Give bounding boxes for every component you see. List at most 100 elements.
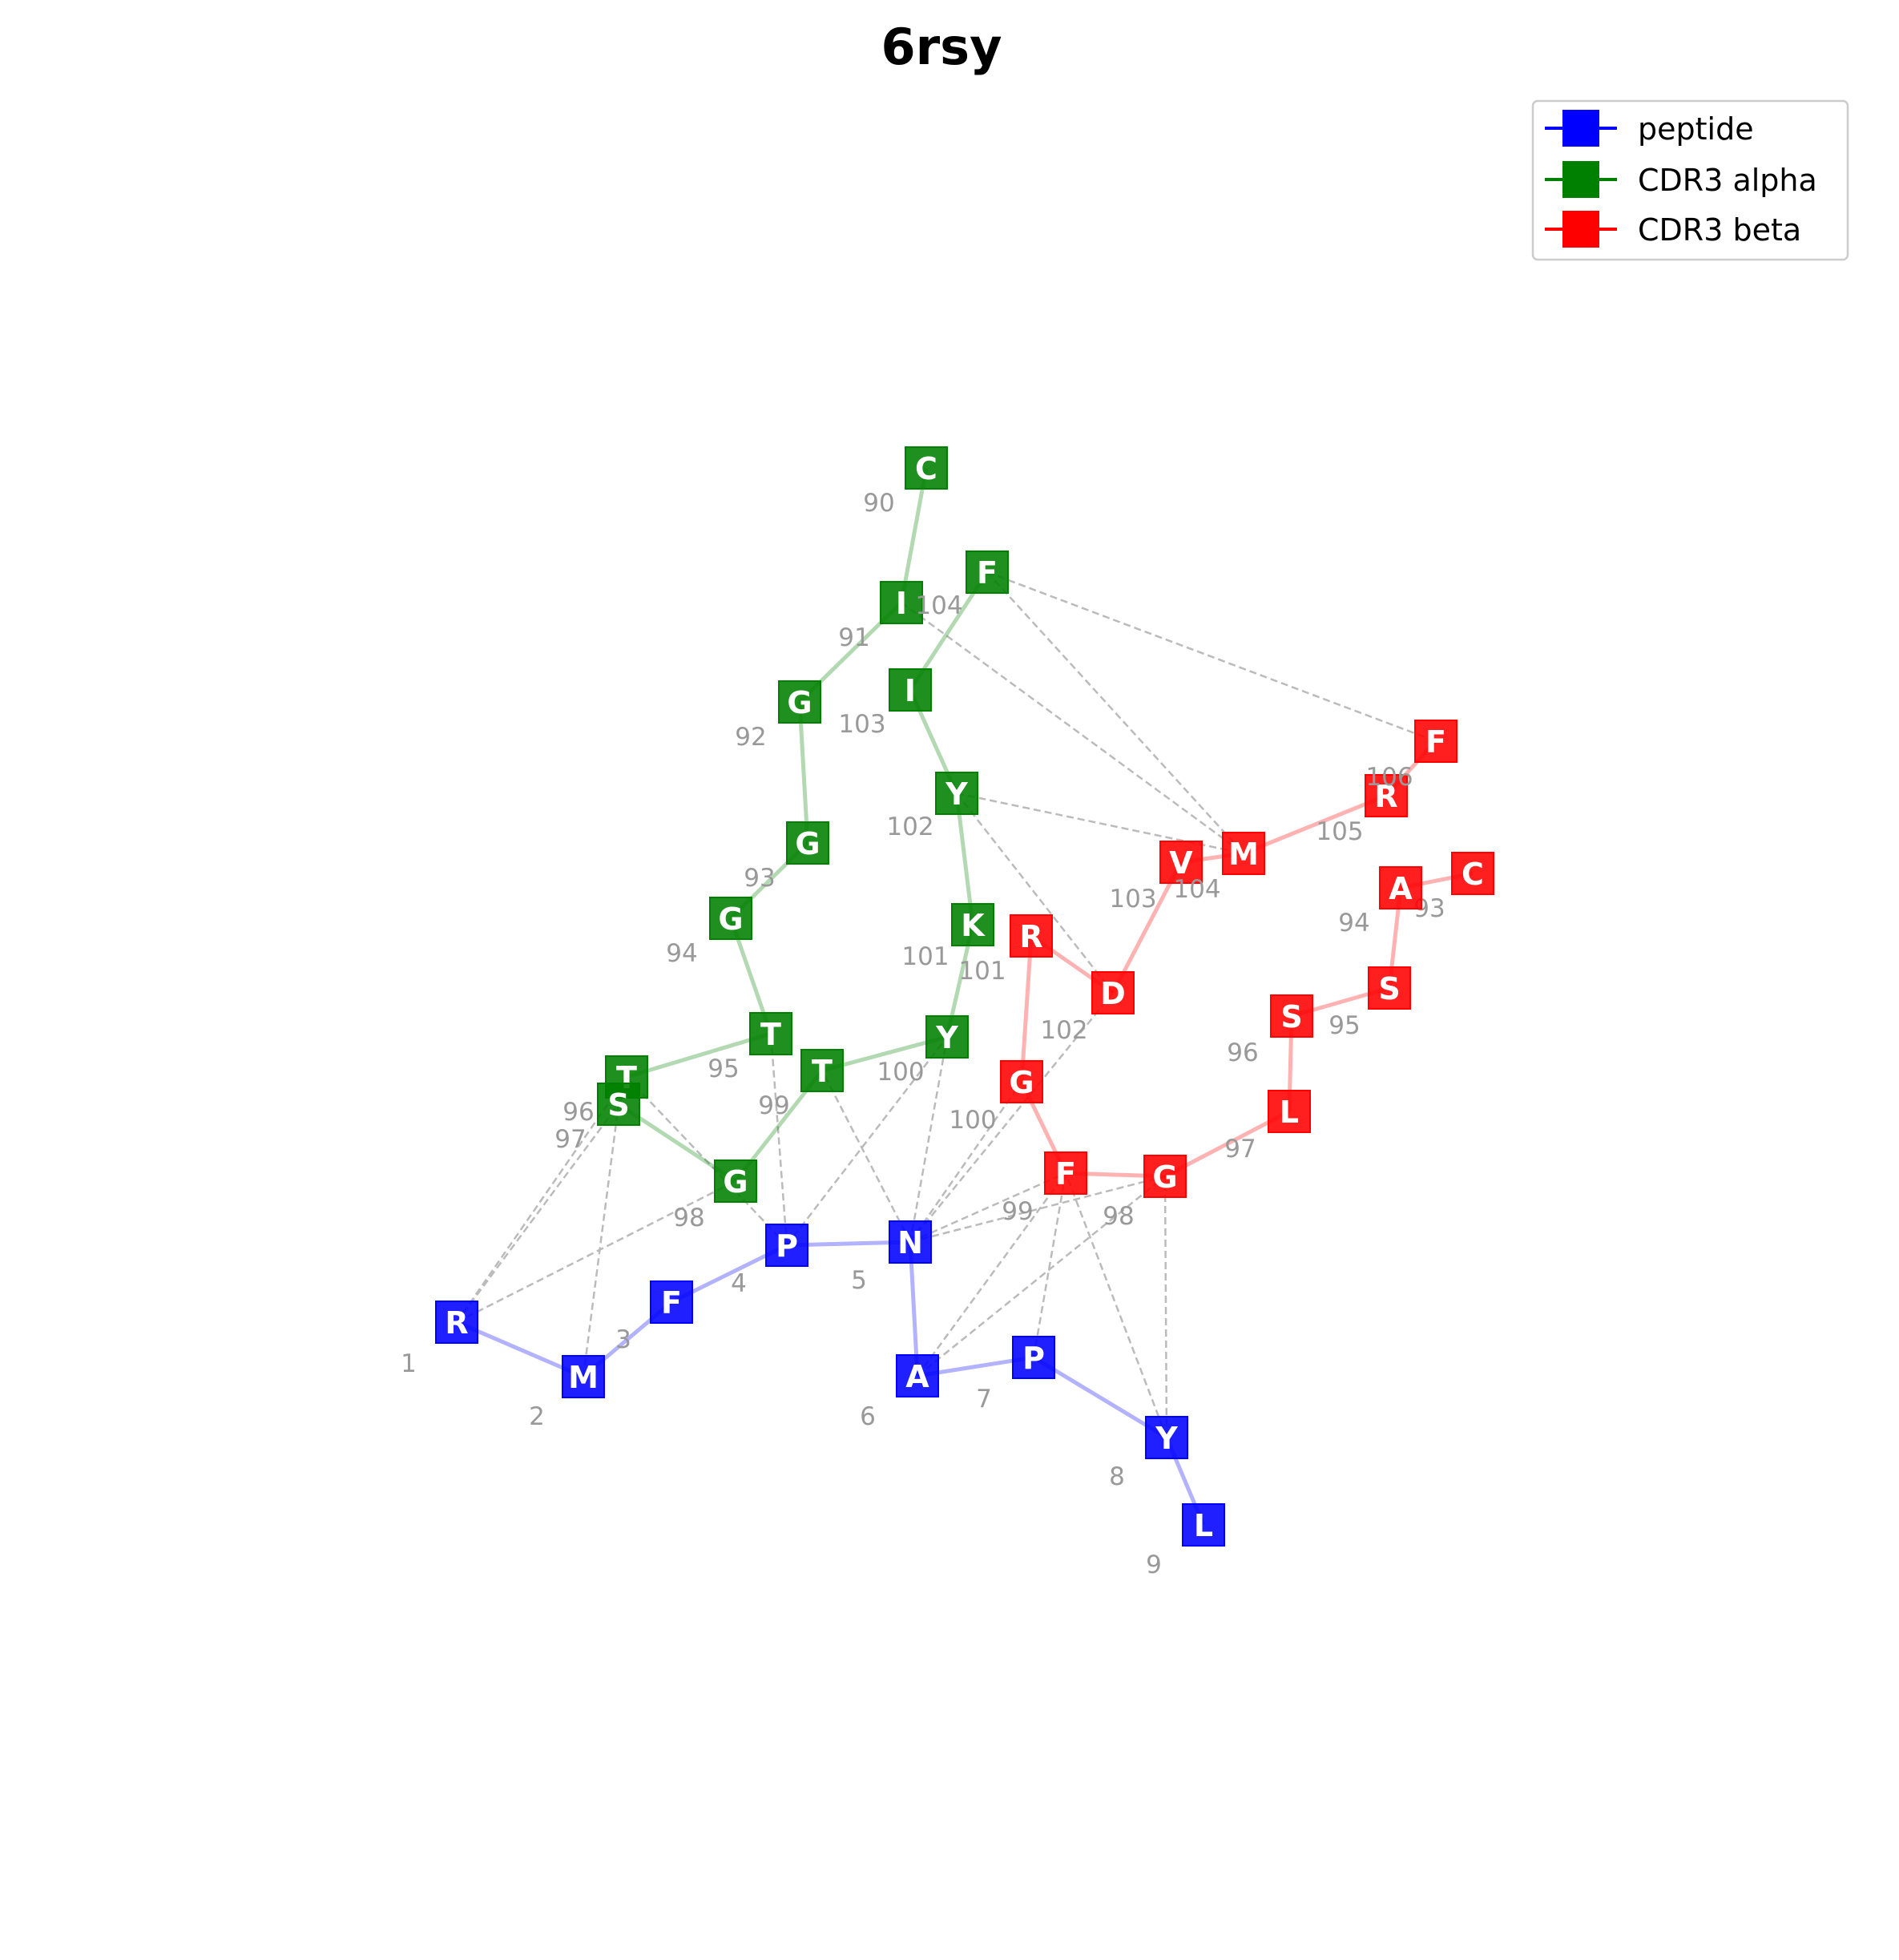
cdr3-beta-residue-99: F 99 bbox=[1002, 1151, 1087, 1226]
cdr3-beta-residue-box bbox=[1379, 866, 1422, 909]
cdr3-alpha-residue-98: G 98 bbox=[673, 1159, 757, 1232]
cdr3-alpha-residue-97: S 97 bbox=[554, 1083, 640, 1154]
cdr3-alpha-residue-letter: T bbox=[812, 1054, 833, 1089]
cdr3-beta-residue-95: S 95 bbox=[1328, 966, 1411, 1040]
cdr3-beta-residue-letter: A bbox=[1389, 871, 1413, 906]
cdr3-beta-residue-97: L 97 bbox=[1224, 1090, 1311, 1163]
legend-marker-cdr3-beta bbox=[1562, 211, 1599, 248]
peptide-residue-letter: L bbox=[1194, 1508, 1213, 1543]
contact-edge-17 bbox=[1163, 1176, 1168, 1438]
cdr3-alpha-residue-box bbox=[778, 680, 821, 724]
cdr3-beta-residue-number: 100 bbox=[949, 1106, 996, 1135]
contact-edge-4 bbox=[582, 1103, 620, 1377]
cdr3-beta-residue-letter: V bbox=[1169, 845, 1193, 881]
peptide-residue-box bbox=[1182, 1503, 1225, 1547]
cdr3-beta-residue-98: G 98 bbox=[1103, 1155, 1187, 1231]
cdr3-alpha-residue-number: 97 bbox=[554, 1125, 586, 1154]
cdr3-alpha-residue-102: Y 102 bbox=[886, 772, 978, 841]
cdr3-beta-residue-number: 102 bbox=[1040, 1016, 1087, 1045]
contact-edge-3 bbox=[456, 1180, 736, 1324]
peptide-backbone-edge-5 bbox=[908, 1241, 920, 1377]
cdr3-alpha-residue-letter: I bbox=[896, 586, 907, 621]
legend-frame bbox=[1531, 99, 1849, 261]
cdr3-beta-residue-box bbox=[1091, 971, 1135, 1014]
contact-edge-18 bbox=[1064, 1172, 1168, 1438]
cdr3-beta-residue-number: 106 bbox=[1365, 763, 1413, 792]
cdr3-beta-backbone-edge-10 bbox=[1111, 861, 1183, 994]
peptide-residue-4: P4 bbox=[731, 1224, 808, 1298]
cdr3-alpha-residue-box bbox=[709, 897, 752, 940]
contact-edge-20 bbox=[986, 571, 1244, 854]
cdr3-alpha-residue-box bbox=[880, 581, 923, 624]
cdr3-alpha-residue-letter: S bbox=[607, 1087, 629, 1123]
cdr3-beta-residue-box bbox=[1000, 1060, 1043, 1103]
cdr3-alpha-residue-number: 101 bbox=[901, 942, 949, 971]
cdr3-alpha-residue-letter: I bbox=[905, 673, 916, 708]
cdr3-alpha-residue-90: C 90 bbox=[863, 446, 948, 518]
cdr3-alpha-residue-box bbox=[889, 668, 932, 712]
peptide-residue-box bbox=[896, 1354, 939, 1397]
cdr3-alpha-residue-number: 103 bbox=[838, 710, 885, 739]
cdr3-alpha-residue-number: 102 bbox=[886, 813, 933, 841]
peptide-residue-number: 6 bbox=[860, 1402, 876, 1431]
peptide-residue-box bbox=[1012, 1336, 1055, 1379]
cdr3-beta-residue-104: M 104 bbox=[1173, 832, 1265, 904]
cdr3-beta-residue-box bbox=[1268, 1090, 1311, 1133]
peptide-residue-box bbox=[889, 1220, 932, 1264]
cdr3-beta-residue-box bbox=[1222, 832, 1265, 875]
peptide-residue-box bbox=[562, 1355, 605, 1398]
cdr3-beta-residue-105: R 105 bbox=[1316, 774, 1408, 846]
cdr3-beta-residue-box bbox=[1368, 966, 1411, 1010]
peptide-residue-box bbox=[765, 1224, 808, 1267]
cdr3-alpha-backbone-edge-6 bbox=[626, 1031, 772, 1079]
cdr3-beta-residue-letter: F bbox=[1055, 1156, 1076, 1192]
cdr3-alpha-residue-letter: G bbox=[795, 826, 820, 861]
cdr3-alpha-residue-letter: Y bbox=[945, 776, 968, 812]
cdr3-alpha-residue-number: 92 bbox=[735, 723, 766, 752]
cdr3-alpha-residue-box bbox=[935, 772, 978, 815]
peptide-residue-box bbox=[1145, 1416, 1188, 1459]
contact-edge-16 bbox=[1032, 1172, 1067, 1358]
contact-edge-21 bbox=[986, 571, 1437, 743]
cdr3-alpha-residue-letter: G bbox=[718, 901, 743, 937]
cdr3-beta-residue-letter: M bbox=[1228, 837, 1259, 872]
cdr3-beta-residue-letter: F bbox=[1425, 724, 1446, 760]
cdr3-beta-residue-103: V 103 bbox=[1109, 841, 1203, 913]
cdr3-beta-residue-101: R 101 bbox=[958, 914, 1053, 986]
cdr3-beta-residue-102: D 102 bbox=[1040, 971, 1135, 1045]
cdr3-alpha-residue-number: 91 bbox=[838, 623, 869, 652]
peptide-residue-letter: Y bbox=[1155, 1421, 1178, 1456]
cdr3-beta-residue-number: 101 bbox=[958, 957, 1006, 986]
cdr3-alpha-residue-91: I 91 bbox=[838, 581, 923, 652]
cdr3-beta-residue-box bbox=[1159, 841, 1203, 884]
cdr3-beta-residue-box bbox=[1044, 1151, 1087, 1195]
cdr3-beta-residue-letter: D bbox=[1100, 976, 1126, 1011]
peptide-residue-box bbox=[650, 1280, 693, 1324]
cdr3-beta-residue-box bbox=[1010, 914, 1053, 958]
contact-edge-23 bbox=[956, 792, 1114, 994]
peptide-residue-number: 7 bbox=[976, 1385, 992, 1414]
peptide-residue-letter: A bbox=[905, 1359, 929, 1394]
contact-edge-12 bbox=[909, 1081, 1023, 1243]
contact-edge-9 bbox=[909, 1036, 949, 1243]
contact-edge-8 bbox=[820, 1070, 912, 1243]
cdr3-alpha-residue-box bbox=[925, 1015, 969, 1059]
cdr3-beta-residue-number: 95 bbox=[1328, 1011, 1360, 1040]
cdr3-beta-residue-box bbox=[1270, 994, 1313, 1038]
cdr3-alpha-residue-103: I 103 bbox=[838, 668, 932, 739]
contact-edge-19 bbox=[901, 601, 1244, 855]
cdr3-beta-residue-number: 97 bbox=[1224, 1135, 1256, 1163]
cdr3-alpha-residue-104: F 104 bbox=[915, 550, 1009, 620]
cdr3-beta-residue-number: 105 bbox=[1316, 817, 1363, 846]
cdr3-beta-residue-number: 103 bbox=[1109, 885, 1156, 913]
backbone-edges bbox=[456, 467, 1474, 1526]
legend-label-cdr3-alpha: CDR3 alpha bbox=[1638, 163, 1817, 198]
cdr3-beta-residue-letter: S bbox=[1280, 999, 1302, 1034]
cdr3-alpha-backbone-edge-3 bbox=[797, 701, 810, 844]
contact-edges bbox=[455, 571, 1437, 1438]
cdr3-beta-residue-number: 99 bbox=[1002, 1197, 1033, 1226]
cdr3-beta-residue-letter: C bbox=[1462, 857, 1484, 892]
cdr3-beta-residue-number: 98 bbox=[1103, 1202, 1134, 1231]
cdr3-alpha-residue-100: Y 100 bbox=[877, 1015, 969, 1087]
